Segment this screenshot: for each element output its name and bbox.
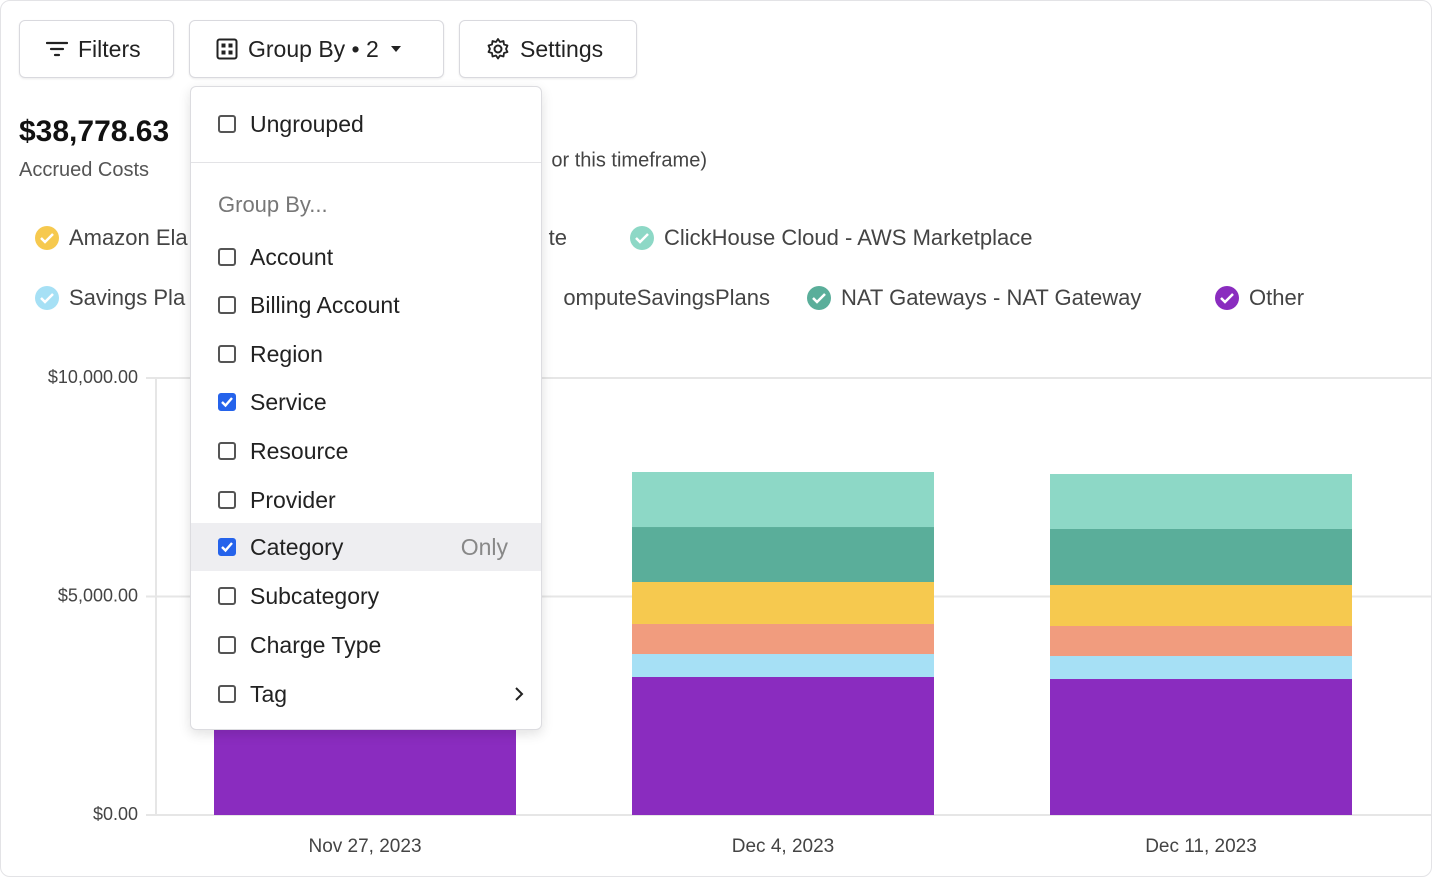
- gear-icon: [487, 38, 509, 60]
- menu-item[interactable]: Subcategory: [191, 572, 541, 620]
- bar-segment: [632, 471, 934, 528]
- checkbox: [218, 345, 236, 363]
- menu-item-label: Charge Type: [250, 631, 382, 658]
- check-icon: [221, 542, 233, 553]
- checkbox: [218, 393, 236, 411]
- submenu-arrow: [513, 681, 525, 708]
- separator: [191, 162, 541, 163]
- menu-item-label: Region: [250, 340, 323, 367]
- menu-item-label: Tag: [250, 680, 288, 707]
- x-tick-label: Nov 27, 2023: [308, 836, 421, 857]
- y-tick-label: $10,000.00: [48, 367, 138, 387]
- bar-segment: [632, 527, 934, 582]
- menu-heading: Group By...: [218, 192, 328, 217]
- legend-check: [635, 233, 649, 244]
- menu-item[interactable]: Resource: [191, 427, 541, 475]
- legend-label: Other: [1249, 285, 1304, 310]
- legend-label: NAT Gateways - NAT Gateway: [841, 285, 1141, 310]
- checkbox: [218, 296, 236, 314]
- group-by-dropdown: Ungrouped Group By... Account Billing Accou…: [190, 86, 542, 730]
- bar-segment: [632, 676, 934, 815]
- bar-segment: [1050, 656, 1352, 680]
- bar-segment: [1050, 528, 1352, 586]
- checkbox: [218, 538, 236, 556]
- menu-item-label: Resource: [250, 437, 349, 464]
- menu-item[interactable]: Category Only: [191, 523, 541, 571]
- bar-segment: [632, 654, 934, 677]
- legend-check: [812, 293, 826, 304]
- group-by-button[interactable]: Group By • 2: [189, 20, 444, 78]
- bar-segment: [632, 581, 934, 624]
- legend-label: te: [549, 225, 567, 250]
- filters-button[interactable]: Filters: [19, 20, 174, 78]
- bar-segment: [632, 623, 934, 655]
- x-tick-label: Dec 4, 2023: [732, 836, 834, 857]
- menu-item-label: Ungrouped: [250, 110, 364, 137]
- menu-item[interactable]: Account: [191, 233, 541, 281]
- legend-label: Savings Pla: [69, 285, 186, 310]
- menu-item-label: Subcategory: [250, 582, 380, 609]
- legend-check: [40, 233, 54, 244]
- legend-check: [40, 293, 54, 304]
- legend-check: [1220, 293, 1234, 304]
- menu-item[interactable]: Region: [191, 330, 541, 378]
- checkbox: [218, 248, 236, 266]
- legend-icon: [630, 226, 654, 250]
- checkbox: [218, 636, 236, 654]
- x-tick-label: Dec 11, 2023: [1145, 836, 1257, 857]
- checkbox: [218, 491, 236, 509]
- menu-item[interactable]: Billing Account: [191, 281, 541, 329]
- group-by-label: Group By • 2: [248, 35, 379, 62]
- legend-icon: [35, 226, 59, 250]
- bar-segment: [1050, 474, 1352, 529]
- checkbox: [218, 587, 236, 605]
- menu-item-label: Account: [250, 243, 334, 270]
- menu-item[interactable]: Ungrouped: [191, 100, 541, 148]
- menu-item[interactable]: Charge Type: [191, 621, 541, 669]
- menu-item-label: Provider: [250, 486, 336, 513]
- bar-segment: [1050, 679, 1352, 815]
- checkbox: [218, 442, 236, 460]
- legend-label: Amazon Ela: [69, 225, 188, 250]
- legend-icon: [1215, 286, 1239, 310]
- legend-label: ClickHouse Cloud - AWS Marketplace: [664, 225, 1032, 250]
- summary-amount: $38,778.63: [19, 115, 170, 148]
- legend-label: omputeSavingsPlans: [563, 285, 770, 310]
- bar-segment: [1050, 585, 1352, 626]
- filter-icon: [46, 41, 68, 57]
- chevron-icon: [515, 686, 524, 701]
- menu-item-label: Billing Account: [250, 291, 400, 318]
- menu-item-label: Category: [250, 533, 344, 560]
- menu-item[interactable]: Service: [191, 378, 541, 426]
- legend-icon: [35, 286, 59, 310]
- legend-icon: [807, 286, 831, 310]
- caret-icon: [390, 46, 401, 52]
- summary-note: or this timeframe): [551, 149, 707, 171]
- y-tick-label: $5,000.00: [58, 585, 138, 605]
- menu-item-label: Service: [250, 388, 327, 415]
- grid-icon: [216, 38, 238, 60]
- checkbox: [218, 115, 236, 133]
- y-tick-label: $0.00: [93, 804, 138, 824]
- bar-segment: [1050, 625, 1352, 657]
- menu-item-hint: Only: [460, 533, 508, 560]
- settings-label: Settings: [520, 35, 604, 62]
- settings-button[interactable]: Settings: [459, 20, 637, 78]
- summary-label: Accrued Costs: [19, 159, 150, 181]
- check-icon: [221, 397, 233, 408]
- checkbox: [218, 685, 236, 703]
- filters-label: Filters: [78, 35, 141, 62]
- menu-item[interactable]: Tag: [191, 670, 541, 718]
- menu-item[interactable]: Provider: [191, 476, 541, 524]
